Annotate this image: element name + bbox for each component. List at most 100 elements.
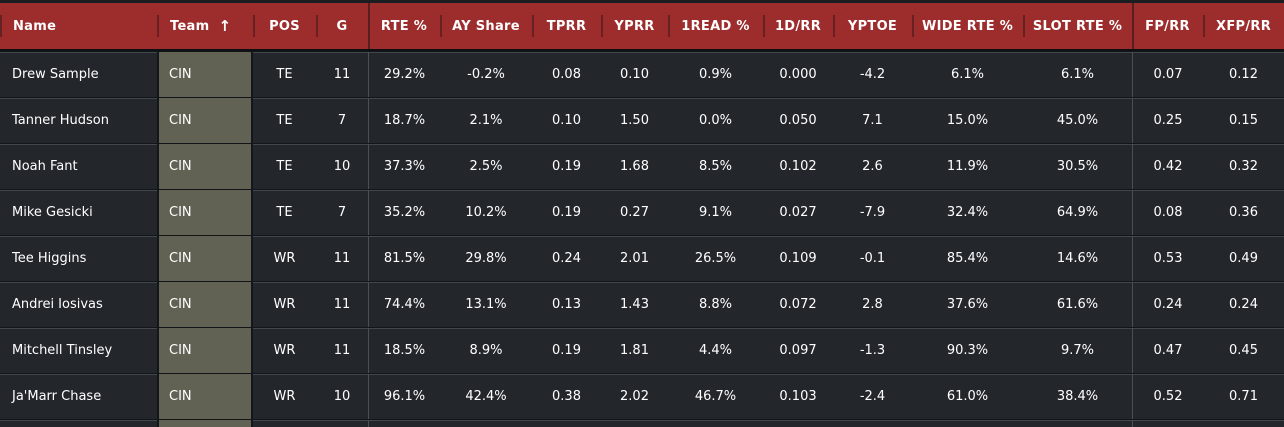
cell-fp-rr: 0.07 — [1132, 52, 1203, 97]
column-header-tprr[interactable]: TPRR — [532, 3, 601, 49]
cell-yprr: 2.01 — [620, 251, 649, 266]
column-label: SLOT RTE % — [1032, 18, 1123, 34]
cell-xfp-rr: 0.12 — [1229, 67, 1258, 82]
cell-rte-pct: 37.3% — [368, 144, 440, 189]
cell-g: 11 — [333, 343, 351, 358]
column-header-rte-pct[interactable]: RTE % — [368, 3, 440, 49]
cell-wide-rte-pct: 6.1% — [950, 67, 985, 82]
column-label: RTE % — [380, 18, 428, 34]
cell-xfp-rr: 0.49 — [1229, 251, 1258, 266]
cell-slot-rte-pct: 64.9% — [1056, 205, 1099, 220]
cell-1d-rr: 0.027 — [779, 205, 817, 220]
cell-pos: TE — [276, 159, 293, 174]
cell-slot-rte-pct: 14.6% — [1056, 251, 1099, 266]
cell-name[interactable]: Drew Sample — [12, 67, 99, 82]
column-header-yptoe[interactable]: YPTOE — [833, 3, 912, 49]
cell-yprr: 1.43 — [620, 297, 649, 312]
column-label: YPTOE — [847, 18, 898, 34]
cell-rte-pct: 35.2% — [368, 190, 440, 235]
cell-yprr — [601, 420, 668, 427]
cell-pos: WR — [273, 389, 296, 404]
cell-slot-rte-pct: 9.7% — [1060, 343, 1095, 358]
cell-name[interactable]: Tanner Hudson — [12, 113, 109, 128]
column-label: TPRR — [546, 18, 587, 34]
cell-rte-pct: 18.7% — [368, 98, 440, 143]
cell-team — [157, 420, 253, 427]
cell-name[interactable]: Mitchell Tinsley — [12, 343, 113, 358]
cell-team: CIN — [157, 52, 253, 97]
column-header-xfp-rr[interactable]: XFP/RR — [1203, 3, 1284, 49]
cell-yptoe — [833, 420, 912, 427]
table-row[interactable]: Noah Fant CIN TE 10 37.3% 2.5% 0.19 1.68 8.5% 0.1… — [0, 143, 1284, 189]
cell-yprr: 2.02 — [620, 389, 649, 404]
cell-rte-pct — [368, 420, 440, 427]
cell-g: 11 — [333, 67, 351, 82]
cell-wide-rte-pct: 90.3% — [946, 343, 989, 358]
cell-yptoe: 2.6 — [862, 159, 883, 174]
table-row[interactable]: Ja'Marr Chase CIN WR 10 96.1% 42.4% 0.38 2.02 46… — [0, 373, 1284, 419]
cell-wide-rte-pct: 85.4% — [946, 251, 989, 266]
cell-name[interactable]: Tee Higgins — [12, 251, 87, 266]
table-row[interactable]: Andrei Iosivas CIN WR 11 74.4% 13.1% 0.13 1.43 8… — [0, 281, 1284, 327]
cell-g: 7 — [337, 113, 347, 128]
cell-name[interactable]: Ja'Marr Chase — [12, 389, 102, 404]
column-header-slot-rte-pct[interactable]: SLOT RTE % — [1023, 3, 1132, 49]
cell-yptoe: -0.1 — [859, 251, 886, 266]
cell-slot-rte-pct: 45.0% — [1056, 113, 1099, 128]
cell-name[interactable]: Mike Gesicki — [12, 205, 93, 220]
cell-tprr: 0.19 — [552, 205, 581, 220]
cell-xfp-rr: 0.32 — [1229, 159, 1258, 174]
table-row[interactable]: Tee Higgins CIN WR 11 81.5% 29.8% 0.24 2.01 26.5… — [0, 235, 1284, 281]
cell-tprr: 0.13 — [552, 297, 581, 312]
cell-pos: WR — [273, 251, 296, 266]
cell-rte-pct: 74.4% — [368, 282, 440, 327]
cell-slot-rte-pct — [1023, 420, 1132, 427]
column-header-team[interactable]: Team ↑ — [157, 3, 253, 49]
column-header-fp-rr[interactable]: FP/RR — [1132, 3, 1203, 49]
column-header-wide-rte-pct[interactable]: WIDE RTE % — [912, 3, 1023, 49]
column-header-name[interactable]: Name — [0, 3, 157, 49]
column-label: 1READ % — [681, 18, 750, 34]
cell-wide-rte-pct — [912, 420, 1023, 427]
table-row[interactable]: Drew Sample CIN TE 11 29.2% -0.2% 0.08 0.10 0.9%… — [0, 51, 1284, 97]
cell-rte-pct: 81.5% — [368, 236, 440, 281]
column-header-1read-pct[interactable]: 1READ % — [668, 3, 763, 49]
cell-yptoe: -2.4 — [859, 389, 886, 404]
cell-team: CIN — [157, 98, 253, 143]
cell-yptoe: 2.8 — [862, 297, 883, 312]
column-header-1d-rr[interactable]: 1D/RR — [763, 3, 833, 49]
cell-1d-rr: 0.050 — [779, 113, 817, 128]
cell-wide-rte-pct: 37.6% — [946, 297, 989, 312]
column-label: XFP/RR — [1216, 18, 1271, 34]
cell-name[interactable]: Andrei Iosivas — [12, 297, 103, 312]
cell-team: CIN — [157, 190, 253, 235]
cell-xfp-rr: 0.24 — [1229, 297, 1258, 312]
column-label: AY Share — [452, 18, 520, 34]
cell-tprr — [532, 420, 601, 427]
cell-ay-share: 29.8% — [465, 251, 507, 266]
column-header-g[interactable]: G — [316, 3, 368, 49]
cell-tprr: 0.38 — [552, 389, 581, 404]
cell-1d-rr: 0.097 — [779, 343, 817, 358]
column-header-yprr[interactable]: YPRR — [601, 3, 668, 49]
column-header-ay-share[interactable]: AY Share — [440, 3, 532, 49]
cell-name[interactable]: Noah Fant — [12, 159, 78, 174]
cell-fp-rr: 0.47 — [1132, 328, 1203, 373]
cell-1read-pct: 8.5% — [698, 159, 733, 174]
cell-pos: TE — [276, 205, 293, 220]
column-header-pos[interactable]: POS — [253, 3, 316, 49]
cell-1read-pct: 46.7% — [694, 389, 737, 404]
cell-1d-rr: 0.102 — [779, 159, 817, 174]
table-row[interactable]: Tanner Hudson CIN TE 7 18.7% 2.1% 0.10 1.50 0.0%… — [0, 97, 1284, 143]
cell-wide-rte-pct: 32.4% — [946, 205, 989, 220]
table-row[interactable]: Mike Gesicki CIN TE 7 35.2% 10.2% 0.19 0.27 9.1%… — [0, 189, 1284, 235]
cell-yprr: 0.27 — [620, 205, 649, 220]
column-label: 1D/RR — [774, 18, 822, 34]
cell-fp-rr: 0.52 — [1132, 374, 1203, 419]
cell-yprr: 0.10 — [620, 67, 649, 82]
table-row[interactable]: Mitchell Tinsley CIN WR 11 18.5% 8.9% 0.19 1.81… — [0, 327, 1284, 373]
column-label: POS — [269, 18, 300, 34]
cell-g: 11 — [333, 297, 351, 312]
cell-g: 10 — [333, 159, 351, 174]
